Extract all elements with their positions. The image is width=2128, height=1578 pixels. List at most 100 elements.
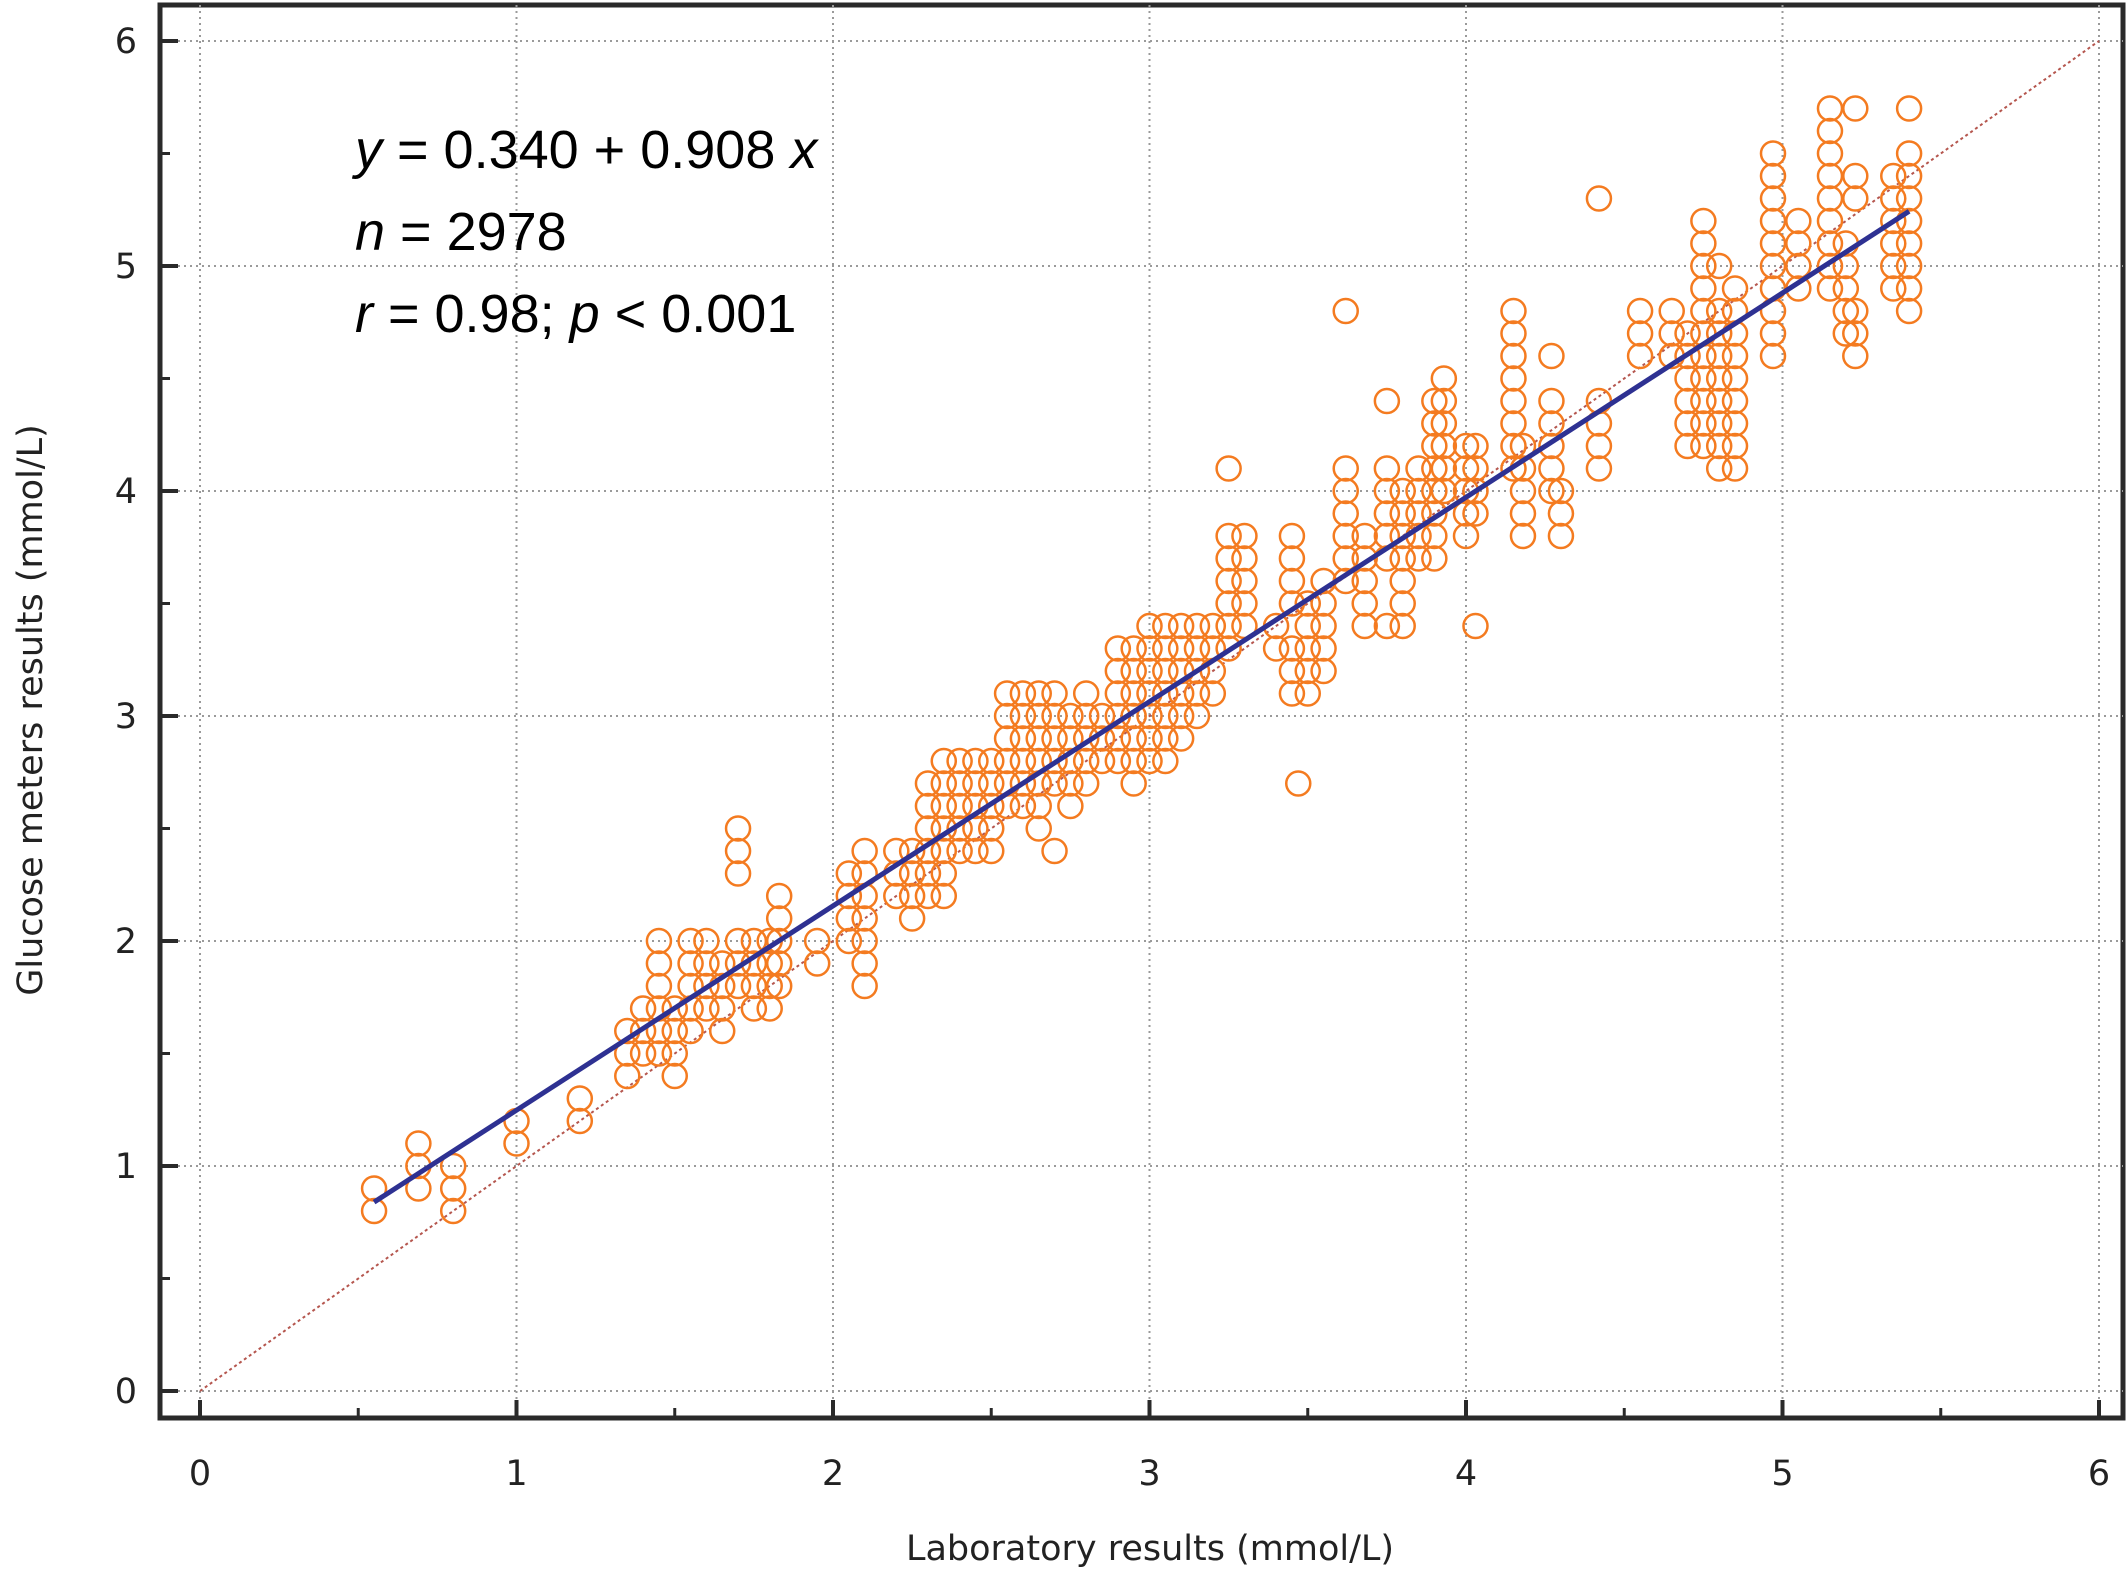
data-point <box>930 770 958 797</box>
data-point <box>1199 680 1227 707</box>
data-point <box>1025 815 1052 842</box>
data-point <box>1816 140 1844 167</box>
data-point <box>1500 455 1527 482</box>
data-point <box>1025 702 1052 730</box>
data-point <box>724 860 752 887</box>
data-point <box>1509 477 1537 505</box>
data-point <box>724 837 752 865</box>
data-point <box>1462 477 1489 505</box>
data-point <box>1690 432 1717 460</box>
data-point <box>1880 252 1907 280</box>
data-point <box>1310 635 1337 662</box>
data-point <box>677 950 704 977</box>
data-point <box>1389 545 1416 572</box>
data-point <box>1167 635 1195 662</box>
data-point <box>914 770 942 797</box>
data-point <box>629 1017 657 1045</box>
data-point <box>1705 320 1733 347</box>
data-point <box>1373 477 1401 505</box>
data-point <box>1351 612 1378 640</box>
data-point <box>851 950 878 977</box>
data-point <box>1183 680 1211 707</box>
data-point <box>1895 230 1923 257</box>
data-point <box>1880 207 1907 235</box>
data-point <box>1705 252 1733 280</box>
data-point <box>1294 635 1321 662</box>
data-point <box>1351 567 1378 595</box>
data-point <box>1816 117 1844 145</box>
data-point <box>1120 770 1147 797</box>
data-point <box>1294 590 1321 617</box>
data-point <box>661 995 688 1022</box>
data-point <box>1759 162 1787 190</box>
data-point <box>1332 522 1359 550</box>
data-point <box>1538 387 1565 415</box>
x-tick-label: 1 <box>505 1454 527 1494</box>
data-point <box>1332 297 1359 325</box>
data-point <box>1025 680 1052 707</box>
data-point <box>1895 95 1923 122</box>
data-point <box>1547 500 1575 527</box>
x-tick-label: 2 <box>822 1454 844 1494</box>
data-point <box>1167 725 1195 752</box>
data-point <box>1816 162 1844 190</box>
data-point <box>1120 680 1147 707</box>
data-point <box>1895 275 1923 302</box>
data-point <box>1041 680 1068 707</box>
data-point <box>1430 477 1458 505</box>
data-point <box>1585 185 1613 212</box>
data-point <box>1389 612 1416 640</box>
data-point <box>1759 252 1787 280</box>
data-point <box>1152 725 1179 752</box>
data-point <box>1088 747 1116 775</box>
data-point <box>1785 207 1812 235</box>
data-point <box>1816 207 1844 235</box>
data-point <box>1057 770 1084 797</box>
data-point <box>962 747 989 775</box>
data-point <box>1816 275 1844 302</box>
data-point <box>993 702 1021 730</box>
equation-y-var: y <box>351 120 385 180</box>
data-point <box>1816 95 1844 122</box>
data-point <box>1430 365 1458 392</box>
data-point <box>1626 297 1654 325</box>
data-point <box>1759 140 1787 167</box>
data-point <box>1500 320 1527 347</box>
tick-labels: 0 1 2 3 4 5 6 0 1 2 3 4 5 6 <box>115 22 2110 1494</box>
data-point <box>930 860 958 887</box>
data-point <box>1538 432 1565 460</box>
data-point <box>1136 657 1163 685</box>
data-point <box>946 747 973 775</box>
data-point <box>1025 792 1052 820</box>
data-point <box>993 680 1021 707</box>
data-point <box>1278 567 1306 595</box>
data-point <box>1072 680 1100 707</box>
data-point <box>1721 365 1749 392</box>
data-point <box>1500 342 1527 370</box>
data-point <box>765 950 793 977</box>
data-point <box>914 792 942 820</box>
data-point <box>1104 747 1132 775</box>
data-point <box>851 837 878 865</box>
data-point <box>1895 162 1923 190</box>
data-point <box>677 927 704 955</box>
data-point <box>1278 635 1306 662</box>
x-axis-title: Laboratory results (mmol/L) <box>906 1529 1394 1569</box>
data-point <box>1785 252 1812 280</box>
data-point <box>1832 297 1860 325</box>
data-point <box>1136 725 1163 752</box>
data-point <box>1880 230 1907 257</box>
data-point <box>1721 342 1749 370</box>
data-point <box>1816 252 1844 280</box>
data-point <box>883 882 910 910</box>
data-point <box>1294 680 1321 707</box>
data-point <box>765 927 793 955</box>
data-point <box>614 1062 641 1090</box>
data-point <box>835 882 863 910</box>
data-point <box>756 950 783 977</box>
data-point <box>946 770 973 797</box>
data-point <box>1278 545 1306 572</box>
equation-x-var: x <box>787 120 819 180</box>
data-point <box>439 1197 467 1225</box>
